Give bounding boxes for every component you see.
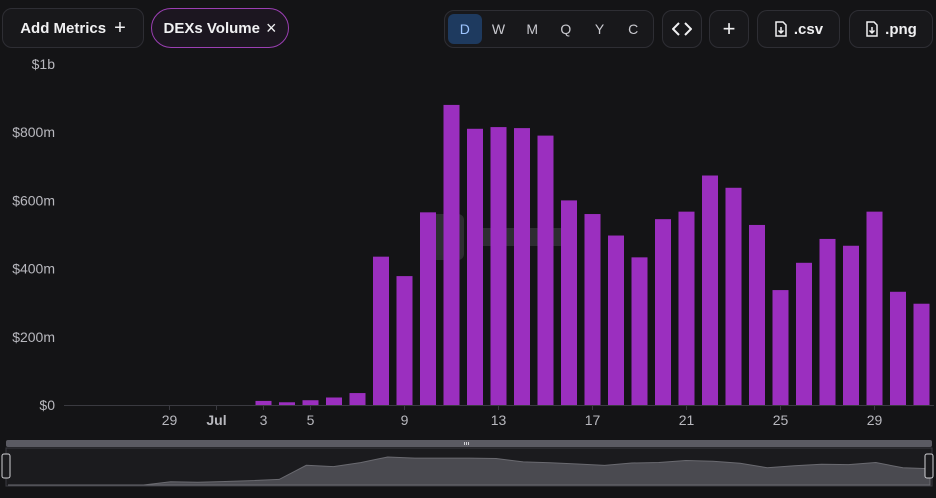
close-icon[interactable]: × [265, 18, 277, 38]
period-year[interactable]: Y [594, 21, 605, 37]
x-tick-label: 29 [162, 412, 178, 428]
volume-bar-jul-29[interactable] [866, 211, 883, 405]
volume-bar-jul-17[interactable] [584, 214, 601, 405]
metric-chip-dexs-volume[interactable]: DEXs Volume × [151, 8, 289, 48]
bars [255, 104, 930, 406]
navigator-left-handle[interactable] [1, 453, 11, 479]
y-tick-label: $1b [32, 56, 56, 72]
period-quarter[interactable]: Q [560, 21, 572, 37]
download-file-icon [866, 21, 878, 37]
volume-bar-jul-15[interactable] [537, 135, 554, 406]
x-tick-label: 25 [773, 412, 789, 428]
y-tick-label: $200m [12, 329, 55, 345]
x-tick-label: 29 [867, 412, 883, 428]
csv-label: .csv [793, 20, 824, 38]
dex-volume-chart: $0 $200m $400m $600m $800m $1b 29 Jul 3 5 9 13 17 21… [0, 56, 936, 436]
volume-bar-jul-23[interactable] [725, 187, 742, 405]
volume-bar-jul-11[interactable] [443, 104, 460, 406]
y-tick-label: $0 [39, 397, 55, 413]
x-tick-label: 3 [260, 412, 268, 428]
volume-bar-jul-8[interactable] [373, 256, 389, 405]
period-selector: D W M Q Y C [444, 10, 654, 48]
volume-bar-jul-18[interactable] [608, 235, 624, 405]
volume-bar-jul-9[interactable] [396, 276, 413, 405]
download-png-button[interactable]: .png [849, 10, 933, 48]
plus-icon: + [114, 17, 126, 39]
y-tick-label: $600m [12, 192, 55, 208]
metric-chip-label: DEXs Volume [163, 19, 260, 37]
volume-bar-jul-28[interactable] [843, 245, 859, 405]
volume-bar-jul-13[interactable] [490, 127, 507, 406]
x-tick-label: 13 [491, 412, 507, 428]
period-month[interactable]: M [526, 21, 539, 37]
period-custom[interactable]: C [628, 21, 639, 37]
x-tick-label: 5 [307, 412, 315, 428]
volume-bar-jul-31[interactable] [913, 303, 930, 405]
x-tick-label: 9 [401, 412, 409, 428]
navigator-right-handle[interactable] [924, 453, 934, 479]
png-label: .png [885, 20, 917, 38]
volume-bar-jul-12[interactable] [467, 128, 483, 405]
add-chart-button[interactable]: + [709, 10, 749, 48]
x-tick-label: Jul [206, 412, 226, 428]
x-axis: 29 Jul 3 5 9 13 17 21 25 29 [162, 405, 883, 428]
period-day[interactable]: D [448, 14, 482, 44]
range-navigator[interactable] [0, 436, 936, 493]
code-icon [672, 22, 692, 36]
volume-bar-jul-20[interactable] [655, 219, 671, 405]
volume-bar-jul-25[interactable] [772, 290, 789, 405]
add-metrics-button[interactable]: Add Metrics + [2, 8, 144, 48]
y-axis: $0 $200m $400m $600m $800m $1b [12, 56, 55, 413]
volume-bar-jul-22[interactable] [702, 175, 718, 405]
volume-bar-jul-16[interactable] [561, 200, 577, 405]
volume-bar-jul-19[interactable] [631, 257, 648, 405]
volume-bar-jul-21[interactable] [678, 211, 695, 405]
navigator-area [8, 456, 931, 486]
period-week[interactable]: W [491, 21, 506, 37]
volume-bar-jul-30[interactable] [890, 291, 906, 405]
x-tick-label: 17 [585, 412, 601, 428]
volume-bar-jul-5[interactable] [302, 400, 319, 405]
y-tick-label: $400m [12, 261, 55, 277]
chart-toolbar: Add Metrics + DEXs Volume × D W M Q Y C … [0, 0, 936, 56]
navigator-grip-icon [464, 442, 469, 445]
volume-bar-jul-27[interactable] [819, 238, 836, 405]
download-file-icon [775, 21, 787, 37]
embed-button[interactable] [662, 10, 702, 48]
volume-bar-jul-3[interactable] [255, 400, 272, 405]
volume-bar-jul-10[interactable] [420, 212, 436, 405]
download-csv-button[interactable]: .csv [757, 10, 840, 48]
x-tick-label: 21 [679, 412, 695, 428]
volume-bar-jul-24[interactable] [749, 224, 765, 405]
volume-bar-jul-7[interactable] [349, 393, 366, 405]
bar-chart: $0 $200m $400m $600m $800m $1b 29 Jul 3 5 9 13 17 21… [12, 56, 934, 428]
volume-bar-jul-14[interactable] [514, 128, 530, 405]
volume-bar-jul-6[interactable] [326, 397, 342, 405]
add-metrics-label: Add Metrics [20, 19, 107, 37]
volume-bar-jul-26[interactable] [796, 262, 812, 405]
plus-icon: + [722, 16, 736, 41]
volume-bar-jul-4[interactable] [279, 402, 295, 405]
y-tick-label: $800m [12, 124, 55, 140]
